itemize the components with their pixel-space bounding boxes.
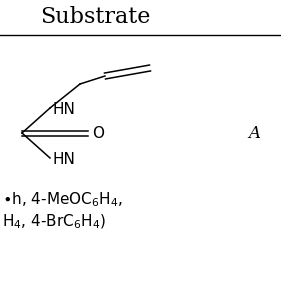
Text: HN: HN xyxy=(52,101,75,117)
Text: HN: HN xyxy=(52,151,75,167)
Text: H$_4$, 4-BrC$_6$H$_4$): H$_4$, 4-BrC$_6$H$_4$) xyxy=(2,213,106,231)
Text: A: A xyxy=(248,124,260,142)
Text: Substrate: Substrate xyxy=(40,6,151,28)
Text: $\bullet$h, 4-MeOC$_6$H$_4$,: $\bullet$h, 4-MeOC$_6$H$_4$, xyxy=(2,191,123,209)
Text: O: O xyxy=(92,126,104,140)
